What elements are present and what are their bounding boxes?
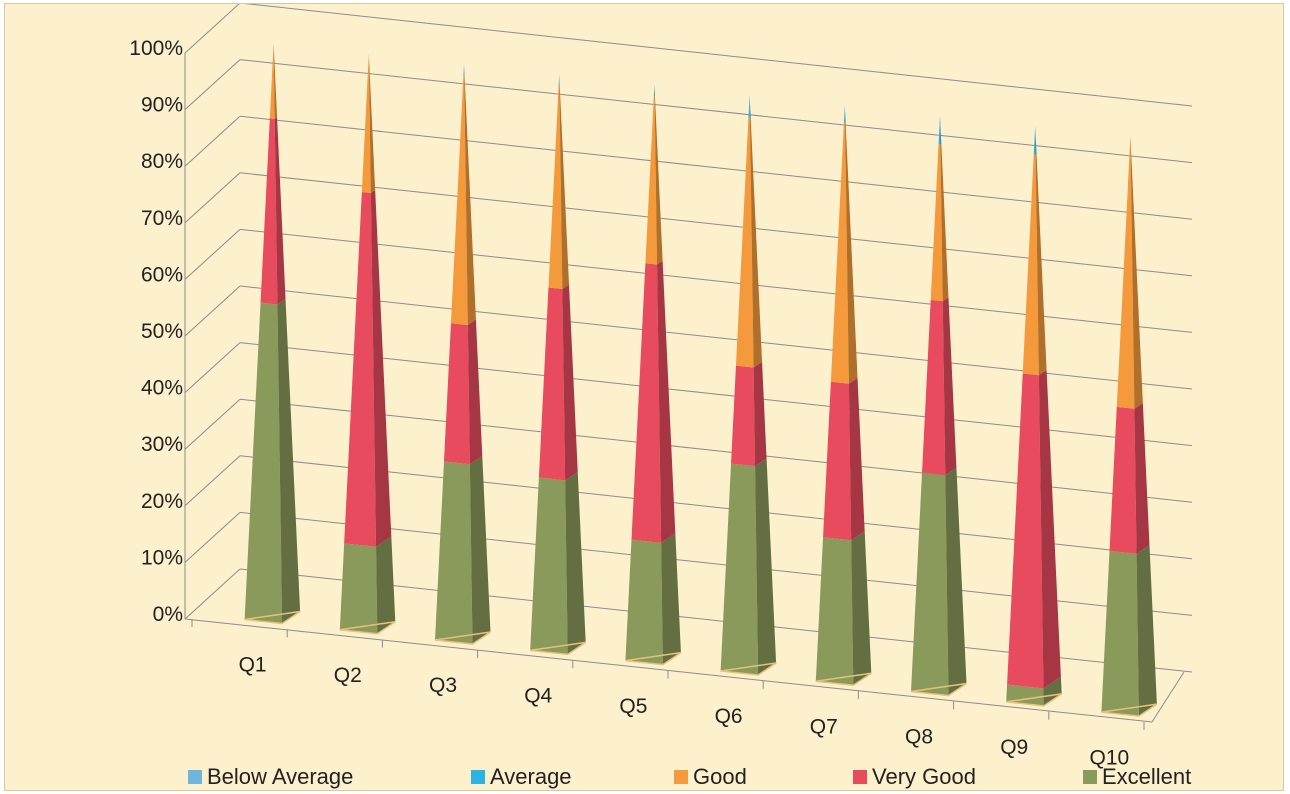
bar-segment-front [530, 478, 568, 655]
bar-segment-front [340, 543, 378, 633]
chart-area: 0% 10% 20% 30% 40% 50% 60% 70% 80% 90% 100% Q1 Q2 Q3 Q… [4, 3, 1284, 791]
x-tick-label: Q3 [429, 674, 457, 697]
gridline-side [185, 4, 240, 53]
bar-segment-front [344, 192, 376, 547]
bar-segment-side [565, 472, 586, 654]
chart-svg: 0% 10% 20% 30% 40% 50% 60% 70% 80% 90% 100% Q1 Q2 Q3 Q… [5, 4, 1285, 792]
bar-segment-front [631, 263, 661, 543]
bar-segment-side [851, 531, 871, 685]
gridline-side [185, 512, 240, 562]
bar-segment-side [1134, 403, 1149, 554]
bar-segment-front [911, 473, 949, 696]
gridline-side [185, 343, 240, 393]
legend-swatch [1083, 770, 1097, 784]
legend-swatch [471, 770, 485, 784]
bar-segment-front [1101, 551, 1139, 716]
bar-segment-front [816, 537, 854, 685]
bar-segment-front [731, 366, 755, 466]
x-tick-label: Q9 [1000, 736, 1028, 759]
gridline [240, 4, 1192, 106]
y-tick-label: 20% [141, 490, 183, 513]
gridline [240, 60, 1192, 163]
floor-edge [1152, 672, 1184, 722]
bar-segment-side [470, 456, 491, 644]
bar-segment-front [1110, 407, 1137, 554]
x-tick-label: Q4 [524, 685, 552, 708]
bar-segment-side [849, 378, 865, 540]
x-tick-label: Q1 [239, 654, 267, 677]
bar-segment-front [245, 303, 283, 624]
legend-label: Very Good [872, 764, 976, 789]
gridline [240, 116, 1192, 219]
bar-segment-front [261, 118, 278, 304]
y-tick-label: 0% [153, 603, 183, 626]
legend-label: Good [693, 764, 747, 789]
gridline-side [185, 569, 240, 619]
legend-swatch [188, 770, 202, 784]
y-tick-label: 80% [141, 150, 183, 173]
bar-segment-front [444, 323, 470, 464]
bar-segment-side [755, 458, 776, 674]
y-tick-label: 40% [141, 377, 183, 400]
x-tick-label: Q2 [334, 664, 362, 687]
y-tick-label: 10% [141, 546, 183, 569]
legend-swatch [674, 770, 688, 784]
bar-segment-front [539, 287, 565, 480]
bar-segment-side [945, 468, 966, 696]
legend-label: Below Average [207, 764, 353, 789]
gridline [240, 173, 1192, 276]
legend-label: Excellent [1102, 764, 1191, 789]
gridline-side [185, 60, 240, 110]
bar-segment-side [754, 362, 767, 466]
y-tick-label: 60% [141, 263, 183, 286]
bar-segment-side [468, 320, 482, 465]
bar-segment-front [625, 540, 663, 665]
x-tick-label: Q6 [715, 705, 743, 728]
gridline-side [185, 229, 240, 279]
x-tick-label: Q7 [810, 715, 838, 738]
gridline-side [185, 173, 240, 223]
bar-segment-front [721, 464, 759, 675]
gridline-side [185, 116, 240, 166]
gridline-side [185, 286, 240, 336]
y-tick-label: 70% [141, 207, 183, 230]
y-tick-label: 100% [129, 37, 183, 60]
y-tick-label: 30% [141, 433, 183, 456]
bar-segment-side [661, 533, 681, 664]
gridline-side [185, 456, 240, 506]
gridline [240, 229, 1192, 332]
bar-segment-front [823, 382, 851, 541]
y-tick-label: 50% [141, 320, 183, 343]
x-tick-label: Q5 [619, 695, 647, 718]
bar-segment-side [376, 537, 395, 634]
bar-segment-front [1007, 374, 1043, 689]
bar-segment-front [922, 300, 945, 475]
legend-swatch [853, 770, 867, 784]
x-tick-label: Q8 [905, 726, 933, 749]
gridline-side [185, 399, 240, 449]
bar-segment-side [1137, 545, 1157, 716]
legend-label: Average [490, 764, 572, 789]
bar-segment-front [435, 461, 473, 644]
y-tick-label: 90% [141, 94, 183, 117]
